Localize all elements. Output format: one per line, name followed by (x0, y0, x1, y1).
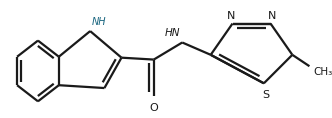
Text: O: O (149, 103, 158, 113)
Text: HN: HN (165, 28, 180, 38)
Text: N: N (226, 11, 235, 21)
Text: NH: NH (92, 17, 107, 27)
Text: CH₃: CH₃ (313, 67, 332, 77)
Text: S: S (262, 90, 269, 100)
Text: N: N (268, 11, 277, 21)
